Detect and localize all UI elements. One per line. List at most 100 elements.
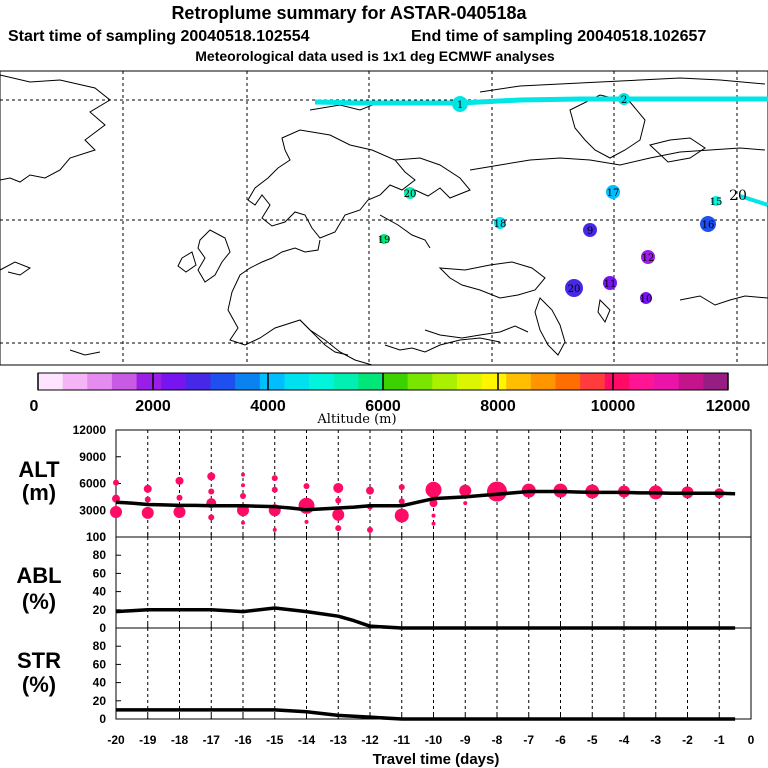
plume-marker-dot [565,279,583,297]
altitude-scatter-point [241,520,245,525]
plume-marker-dot [404,187,416,199]
panel-unit: (m) [22,480,56,505]
altitude-scatter-point [431,513,436,518]
y-tick-label: 60 [93,566,107,580]
altitude-scatter-point [398,498,405,505]
colorbar-tick-label: 0 [30,398,39,415]
altitude-scatter-point [143,484,152,493]
plume-track [314,96,768,207]
altitude-scatter-point [367,526,373,533]
altitude-scatter-point [207,472,216,481]
plume-marker-dot [711,196,721,206]
altitude-scatter-point [175,476,184,485]
panel-alt: 0 3000 6000 9000 12000 ALT(m) [18,423,752,544]
x-tick-label: -4 [619,733,630,747]
coastlines [0,74,768,366]
x-tick-label: -13 [330,733,348,747]
colorbar-swatch [456,373,483,390]
plume-marker: 9 [583,223,597,237]
plume-marker-label: 1 [457,100,463,111]
series-line [115,489,736,512]
x-tick-label: -6 [555,733,566,747]
altitude-scatter-point [144,496,151,503]
y-tick-label: 0 [99,621,106,635]
colorbar-tick-label: 12000 [706,398,751,415]
panel-label: ALT [18,457,60,482]
y-tick-label: 80 [93,639,107,653]
series-line [116,708,736,721]
plume-marker: 11 [603,276,617,290]
colorbar-swatch [284,373,310,390]
altitude-scatter-point [271,475,278,482]
plume-marker-label: 9 [587,226,593,237]
plume-marker-dot [606,185,620,199]
x-tick-label: -5 [587,733,598,747]
plume-marker-label: 11 [604,279,617,290]
altitude-scatter-point [271,486,278,493]
plume-marker-label: 16 [702,220,715,231]
altitude-scatter-point [110,506,122,519]
colorbar-swatch [185,373,211,390]
end-time: End time of sampling 20040518.102657 [411,28,706,45]
altitude-scatter-point [335,525,342,532]
plume-marker: 18 [494,217,506,230]
y-tick-label: 40 [93,676,107,690]
altitude-scatter-point [398,484,405,491]
plume-marker-label: 20 [404,189,417,200]
plume-marker-label: 17 [607,188,620,199]
x-tick-label: -11 [393,733,410,747]
plume-marker: 10 [640,292,652,305]
colorbar-swatch [309,373,335,390]
y-tick-label: 80 [93,548,107,562]
y-tick-label: 60 [93,657,107,671]
y-tick-label: 20 [93,603,107,617]
x-tick-label: -15 [266,733,284,747]
plume-marker: 20 [565,279,583,297]
plume-marker: 16 [700,216,716,232]
colorbar-label: Altitude (m) [316,412,396,427]
plume-marker: 12 [641,250,655,264]
panel-unit: (%) [22,672,56,697]
colorbar-tick-label: 2000 [135,398,171,415]
panel-label: STR [17,648,61,673]
colorbar-swatch [136,373,162,390]
altitude-scatter-point [463,501,468,506]
colorbar-tick-label: 10000 [591,398,636,415]
x-tick-label: 0 [748,733,755,747]
altitude-scatter-point [208,514,215,521]
colorbar-swatch [111,373,138,390]
x-tick-label: -14 [298,733,316,747]
colorbar-swatch [481,373,507,390]
colorbar-swatch [678,373,704,390]
altitude-scatter-point [394,508,409,523]
colorbar-swatch [580,373,606,390]
y-tick-label: 12000 [73,423,107,437]
y-tick-label: 100 [86,530,106,544]
plume-marker: 15 [710,196,722,208]
altitude-scatter-point [303,483,310,490]
altitude-scatter-point [459,484,472,497]
plume-marker-dot [494,217,506,229]
x-tick-label: -9 [460,733,471,747]
plume-marker-label: 2 [621,95,627,106]
altitude-colorbar: 0 2000 4000 6000 8000 10000 12000 [30,372,751,415]
colorbar-swatch [506,373,532,390]
colorbar-swatch [383,373,409,390]
met-data-note: Meteorological data used is 1x1 deg ECMW… [195,48,555,64]
x-tick-label: -16 [234,733,252,747]
altitude-scatter-point [335,497,342,504]
altitude-scatter-point [431,521,436,526]
x-tick-label: -2 [682,733,693,747]
x-tick-label: -19 [139,733,157,747]
x-tick-label: -10 [425,733,443,747]
plume-marker: 19 [378,234,391,246]
colorbar-swatch [62,373,88,390]
y-tick-label: 3000 [79,503,106,517]
plume-marker-label: 19 [378,235,391,246]
panel-label: ABL [16,563,61,588]
plume-marker-dot [603,276,617,290]
altitude-scatter-point [304,519,309,524]
x-tick-label: -17 [203,733,221,747]
